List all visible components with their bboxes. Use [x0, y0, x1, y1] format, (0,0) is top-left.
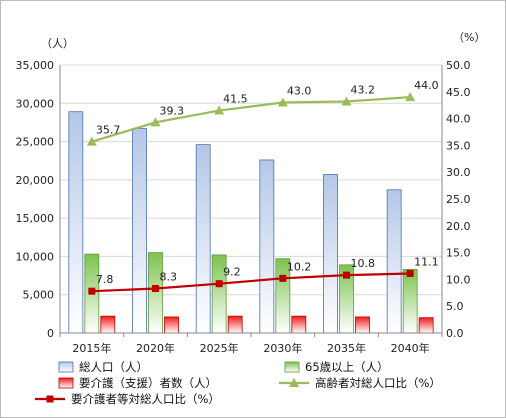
data-label: 44.0 — [414, 79, 439, 92]
left-tick-label: 20,000 — [16, 174, 55, 187]
right-tick-label: 20.0 — [446, 220, 471, 233]
data-label: 43.2 — [351, 83, 376, 96]
x-tick-label: 2020年 — [136, 341, 175, 355]
bar — [100, 315, 116, 334]
right-tick-label: 35.0 — [446, 139, 471, 152]
x-tick-label: 2025年 — [200, 341, 239, 355]
left-tick-label: 0 — [47, 327, 54, 340]
legend-item: 要介護者等対総人口比（%） — [35, 392, 220, 406]
data-label: 10.2 — [287, 260, 312, 273]
bar — [291, 315, 307, 334]
legend-swatch — [58, 361, 74, 373]
right-tick-label: 50.0 — [446, 59, 471, 72]
legend: 総人口（人） 65歳以上（人） 要介護（支援）者数（人） 高齢者対総人口比（%） 要介護… — [35, 360, 441, 406]
right-tick-label: 5.0 — [446, 300, 464, 313]
bar — [132, 128, 147, 334]
right-tick-label: 40.0 — [446, 113, 471, 126]
point-square — [279, 274, 287, 282]
point-triangle — [86, 136, 97, 146]
point-triangle — [277, 97, 288, 107]
right-tick-label: 30.0 — [446, 166, 471, 179]
x-tick-label: 2015年 — [72, 341, 111, 355]
legend-swatch — [58, 377, 74, 389]
x-tick-label: 2030年 — [263, 341, 302, 355]
right-tick-label: 10.0 — [446, 273, 471, 286]
legend-label: 高齢者対総人口比（%） — [315, 376, 441, 390]
data-label: 39.3 — [160, 104, 185, 117]
right-tick-label: 15.0 — [446, 247, 471, 260]
data-label: 35.7 — [96, 124, 121, 137]
bar — [259, 159, 275, 334]
legend-marker — [289, 378, 299, 387]
point-square — [152, 285, 159, 293]
grid — [60, 64, 442, 334]
bar — [148, 252, 163, 334]
left-tick-label: 25,000 — [16, 136, 55, 149]
data-label: 11.1 — [414, 256, 439, 269]
left-tick-label: 10,000 — [16, 250, 55, 263]
data-label: 43.0 — [287, 85, 312, 98]
left-tick-label: 35,000 — [16, 59, 55, 72]
bar — [418, 317, 434, 334]
legend-label: 65歳以上（人） — [305, 360, 389, 374]
legend-label: 総人口（人） — [79, 360, 148, 374]
right-tick-label: 25.0 — [446, 193, 471, 206]
data-label: 10.8 — [351, 257, 376, 270]
left-axis-unit: （人） — [41, 37, 74, 50]
right-tick-label: 45.0 — [446, 86, 471, 99]
point-triangle — [341, 96, 352, 106]
legend-item: 要介護（支援）者数（人） — [58, 376, 217, 390]
bars — [68, 111, 434, 334]
data-label: 8.3 — [160, 271, 178, 284]
series-line — [91, 272, 411, 293]
data-label: 9.2 — [223, 266, 241, 279]
point-triangle — [214, 105, 225, 115]
left-tick-label: 15,000 — [16, 212, 55, 225]
axes: 0 5,000 10,000 15,000 20,000 25,000 30,000 35,0… — [16, 59, 471, 355]
bar — [195, 144, 211, 334]
lines: 35.7 39.3 41.5 43.0 43.2 44.0 7.8 8.3 9.2 10.2 10.… — [86, 79, 439, 295]
bar — [68, 111, 84, 334]
legend-swatch — [284, 361, 300, 373]
point-triangle — [405, 92, 416, 102]
legend-label: 要介護者等対総人口比（%） — [71, 392, 220, 406]
point-square — [215, 280, 223, 288]
left-tick-label: 5,000 — [23, 289, 55, 302]
series-line — [91, 96, 411, 143]
data-label: 41.5 — [223, 93, 248, 106]
legend-item: 総人口（人） — [58, 360, 148, 374]
right-tick-label: 0.0 — [446, 327, 464, 340]
point-square — [88, 287, 96, 295]
bar — [355, 316, 370, 334]
bar — [164, 316, 179, 334]
legend-item: 65歳以上（人） — [284, 360, 389, 374]
bar — [386, 189, 402, 334]
point-square — [343, 271, 350, 279]
x-tick-label: 2040年 — [391, 341, 430, 355]
legend-item: 高齢者対総人口比（%） — [279, 376, 441, 390]
left-tick-label: 30,000 — [16, 97, 55, 110]
x-tick-label: 2035年 — [327, 341, 366, 355]
point-triangle — [150, 117, 161, 127]
point-square — [406, 270, 414, 278]
bar — [402, 269, 418, 334]
legend-label: 要介護（支援）者数（人） — [79, 376, 217, 390]
legend-marker — [46, 395, 54, 403]
data-label: 7.8 — [96, 273, 114, 286]
right-axis-unit: （%） — [453, 31, 485, 44]
bar — [227, 315, 243, 334]
bar — [323, 174, 338, 334]
